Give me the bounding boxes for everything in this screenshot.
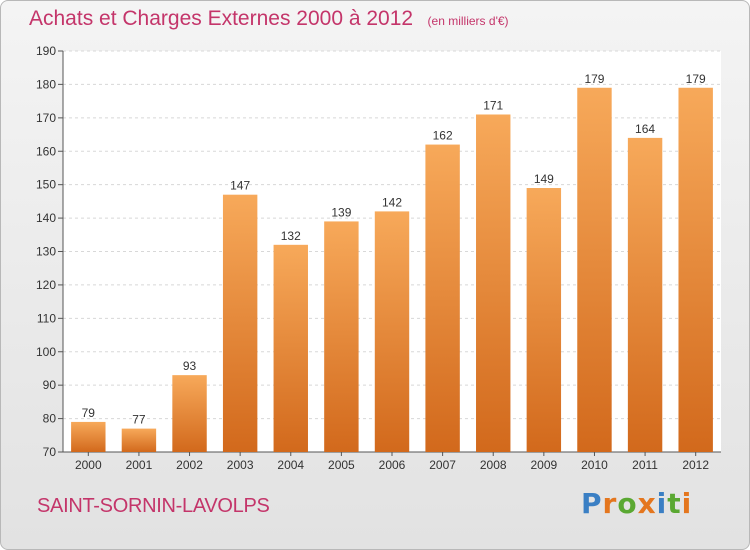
chart-unit: (en milliers d'€) xyxy=(427,14,509,28)
y-tick-label: 110 xyxy=(37,311,56,325)
y-tick-label: 130 xyxy=(36,245,56,259)
logo-letter: i xyxy=(681,487,693,520)
logo-letter: P xyxy=(581,487,603,520)
x-tick-label: 2004 xyxy=(277,458,304,472)
chart-title: Achats et Charges Externes 2000 à 2012 xyxy=(29,7,414,30)
x-tick-label: 2002 xyxy=(176,458,203,472)
x-tick-label: 2012 xyxy=(682,458,709,472)
y-tick-label: 100 xyxy=(36,345,56,359)
x-tick-label: 2000 xyxy=(75,458,102,472)
bar xyxy=(577,87,612,452)
bar xyxy=(374,211,410,452)
y-tick-label: 170 xyxy=(36,111,56,125)
logo-letter: t xyxy=(667,487,682,520)
data-label: 77 xyxy=(132,413,146,427)
data-label: 164 xyxy=(635,122,655,136)
y-tick-label: 140 xyxy=(36,211,56,225)
title-row: Achats et Charges Externes 2000 à 2012 (… xyxy=(29,7,509,31)
bar xyxy=(324,221,359,452)
data-label: 142 xyxy=(382,195,402,209)
bar xyxy=(222,194,258,453)
y-tick-label: 150 xyxy=(36,178,56,192)
data-label: 149 xyxy=(534,172,554,186)
y-tick-label: 120 xyxy=(36,278,56,292)
x-tick-label: 2011 xyxy=(632,458,658,472)
data-label: 79 xyxy=(82,406,96,420)
bar xyxy=(121,428,157,452)
data-label: 179 xyxy=(686,72,706,86)
x-tick-label: 2010 xyxy=(581,458,608,472)
logo-letter: r xyxy=(602,487,618,520)
data-label: 132 xyxy=(281,229,301,243)
logo-letter: i xyxy=(656,487,668,520)
y-tick-label: 180 xyxy=(36,77,56,91)
data-label: 147 xyxy=(230,179,250,193)
bar xyxy=(627,137,663,452)
bar xyxy=(71,421,106,452)
data-label: 162 xyxy=(433,129,453,143)
y-tick-label: 160 xyxy=(36,144,56,158)
y-tick-label: 90 xyxy=(43,378,57,392)
x-tick-label: 2008 xyxy=(480,458,507,472)
bar xyxy=(172,375,207,452)
proxiti-logo: Proxiti xyxy=(581,487,692,520)
bar xyxy=(476,114,511,452)
y-tick-label: 70 xyxy=(43,445,57,459)
x-tick-label: 2001 xyxy=(126,458,153,472)
logo-letter: x xyxy=(637,487,657,520)
x-tick-label: 2005 xyxy=(328,458,355,472)
x-tick-label: 2007 xyxy=(429,458,456,472)
bar xyxy=(273,244,308,452)
bar xyxy=(526,188,562,452)
bar xyxy=(425,144,460,453)
y-tick-label: 190 xyxy=(36,44,56,58)
data-label: 93 xyxy=(183,359,197,373)
x-tick-label: 2003 xyxy=(227,458,254,472)
logo-letter: o xyxy=(617,487,638,520)
bars xyxy=(71,87,713,453)
data-label: 179 xyxy=(584,72,604,86)
labels: 70 80 90 100 110 120 130 140 150 160 170 180 190 79 20… xyxy=(36,44,709,472)
x-tick-label: 2009 xyxy=(530,458,557,472)
data-label: 139 xyxy=(331,205,351,219)
y-tick-label: 80 xyxy=(43,412,57,426)
data-label: 171 xyxy=(483,98,503,112)
x-tick-label: 2006 xyxy=(379,458,406,472)
bar xyxy=(678,87,713,452)
commune-name: SAINT-SORNIN-LAVOLPS xyxy=(37,495,270,517)
